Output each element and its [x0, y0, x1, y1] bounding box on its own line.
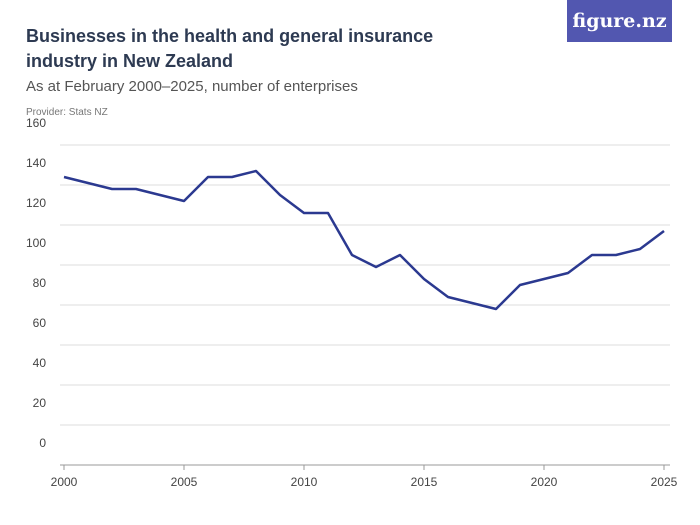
provider: Provider: Stats NZ — [26, 107, 108, 118]
logo[interactable]: figure.nz — [567, 0, 672, 42]
x-tick-label: 2015 — [411, 475, 438, 489]
y-tick-label: 0 — [39, 436, 46, 450]
y-tick-label: 20 — [33, 396, 47, 410]
x-tick-label: 2005 — [171, 475, 198, 489]
chart-subtitle: As at February 2000–2025, number of ente… — [26, 78, 358, 95]
x-tick-label: 2010 — [291, 475, 318, 489]
x-tick-label: 2020 — [531, 475, 558, 489]
y-tick-label: 80 — [33, 276, 47, 290]
y-tick-label: 60 — [33, 316, 47, 330]
data-line — [63, 169, 665, 311]
x-tick-label: 2000 — [51, 475, 78, 489]
y-tick-label: 140 — [26, 156, 46, 170]
y-tick-label: 120 — [26, 196, 46, 210]
y-tick-label: 40 — [33, 356, 47, 370]
y-tick-label: 160 — [26, 116, 46, 130]
x-tick-label: 2025 — [651, 475, 678, 489]
chart-title: Businesses in the health and general ins… — [26, 26, 434, 71]
y-tick-label: 100 — [26, 236, 46, 250]
